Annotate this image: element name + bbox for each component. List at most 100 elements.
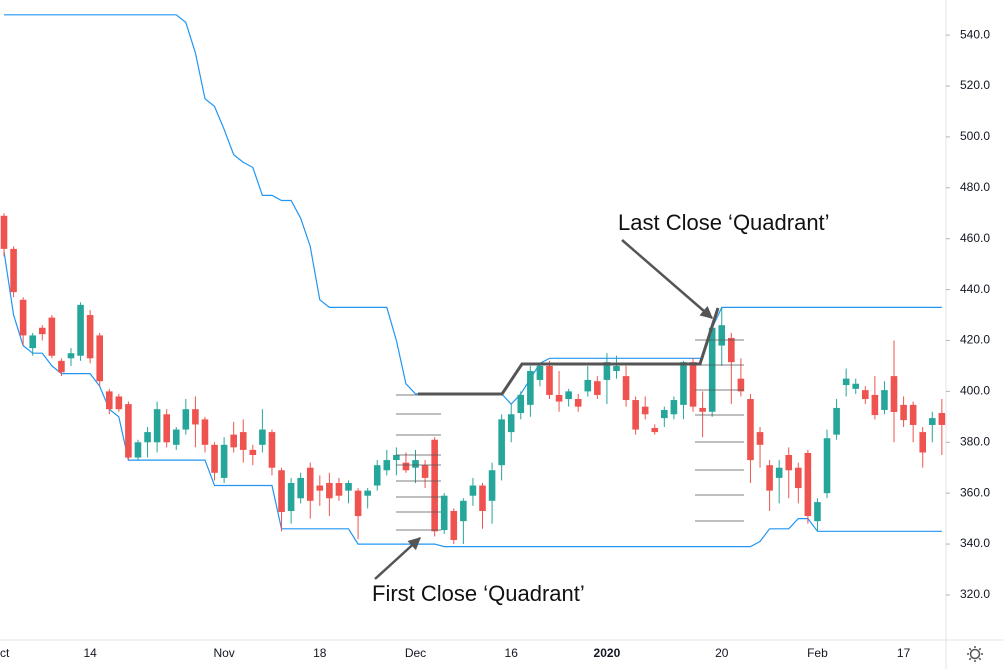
candle-body (192, 409, 199, 425)
annotation: Last Close ‘Quadrant’ (618, 210, 830, 235)
candle-body (900, 404, 907, 421)
plot-area (0, 14, 946, 548)
candle-body (77, 304, 84, 356)
candle-body (795, 467, 802, 489)
candle-body (708, 327, 716, 412)
candle-body (431, 439, 438, 532)
y-tick-label: 540.0 (960, 27, 990, 41)
candle-body (890, 376, 898, 412)
y-tick-label: 500.0 (960, 129, 990, 143)
x-tick-label: ct (0, 646, 10, 660)
candle-body (555, 394, 563, 402)
candle-body (603, 362, 611, 380)
y-tick-label: 520.0 (960, 78, 990, 92)
candle-body (58, 360, 65, 373)
candle-body (364, 490, 371, 496)
candle-body (105, 391, 113, 410)
x-tick-label: 20 (715, 646, 729, 660)
candle-body (306, 467, 314, 501)
y-tick-label: 380.0 (960, 434, 990, 448)
candle-body (574, 399, 582, 407)
candle-body (48, 317, 56, 356)
y-tick-label: 360.0 (960, 485, 990, 499)
candle-body (919, 432, 927, 453)
candle-body (517, 394, 525, 414)
candle-body (546, 365, 553, 395)
candle-body (938, 413, 946, 425)
candle-body (871, 394, 879, 416)
candle-body (909, 404, 917, 425)
y-tick-label: 320.0 (960, 587, 990, 601)
candle-body (249, 449, 257, 455)
x-tick-label: 14 (83, 646, 97, 660)
fib-ladder-right (695, 339, 744, 522)
y-tick-label: 340.0 (960, 536, 990, 550)
candle-body (134, 442, 142, 458)
candle-body (412, 460, 419, 468)
candle-body (785, 454, 793, 471)
candle-body (297, 477, 304, 499)
candle-body (345, 482, 352, 491)
candle-body (488, 470, 496, 501)
candle-body (536, 365, 544, 380)
candle-body (680, 362, 687, 405)
annotation: First Close ‘Quadrant’ (372, 581, 585, 606)
candle-body (507, 414, 515, 433)
candle-body (421, 465, 429, 478)
candle-body (440, 495, 448, 531)
candle-body (584, 379, 592, 392)
candle-body (38, 327, 46, 335)
candle-body (287, 482, 295, 511)
candle-body (622, 376, 630, 401)
arrow (621, 239, 713, 319)
candle-body (19, 299, 27, 336)
candle-body (201, 419, 209, 445)
candle-body (0, 215, 8, 249)
candle-body (766, 465, 773, 491)
candle-body (460, 500, 467, 522)
candle-body (498, 419, 505, 466)
candle-body (125, 404, 132, 458)
candle-body (689, 362, 697, 407)
candle-body (211, 444, 218, 473)
candle-body (804, 452, 812, 517)
candle-body (144, 432, 151, 443)
candle-body (814, 502, 821, 522)
candle-body (565, 391, 572, 400)
candle-body (278, 470, 285, 512)
candle-body (230, 434, 237, 448)
candle-body (469, 485, 477, 496)
candle-body (756, 432, 764, 445)
arrow (374, 537, 421, 580)
candle-body (220, 444, 228, 478)
candle-body (833, 407, 840, 435)
quadrant-path (418, 307, 720, 396)
candle-body (632, 400, 639, 430)
candle-body (737, 378, 745, 392)
candle-body (842, 378, 850, 386)
x-tick-label: Feb (807, 646, 828, 660)
candle-body (699, 407, 706, 412)
candle-body (823, 438, 831, 494)
candle-body (651, 428, 659, 433)
candle-body (182, 409, 190, 430)
candle-body (373, 465, 381, 486)
candle-body (670, 400, 678, 415)
candle-body (335, 482, 343, 496)
candle-body (96, 335, 103, 382)
y-tick-label: 480.0 (960, 180, 990, 194)
candle-body (67, 353, 75, 359)
candle-body (316, 485, 324, 491)
candle-body (326, 482, 333, 499)
candle-body (354, 490, 362, 517)
candle-body (928, 418, 936, 425)
candle-body (393, 454, 400, 461)
channel-line (3, 251, 942, 548)
settings-icon[interactable] (967, 646, 983, 662)
candle-body (153, 409, 161, 443)
candle-body (747, 399, 754, 461)
candle-body (881, 390, 888, 410)
candle-body (450, 510, 458, 540)
x-tick-label: Nov (213, 646, 234, 660)
